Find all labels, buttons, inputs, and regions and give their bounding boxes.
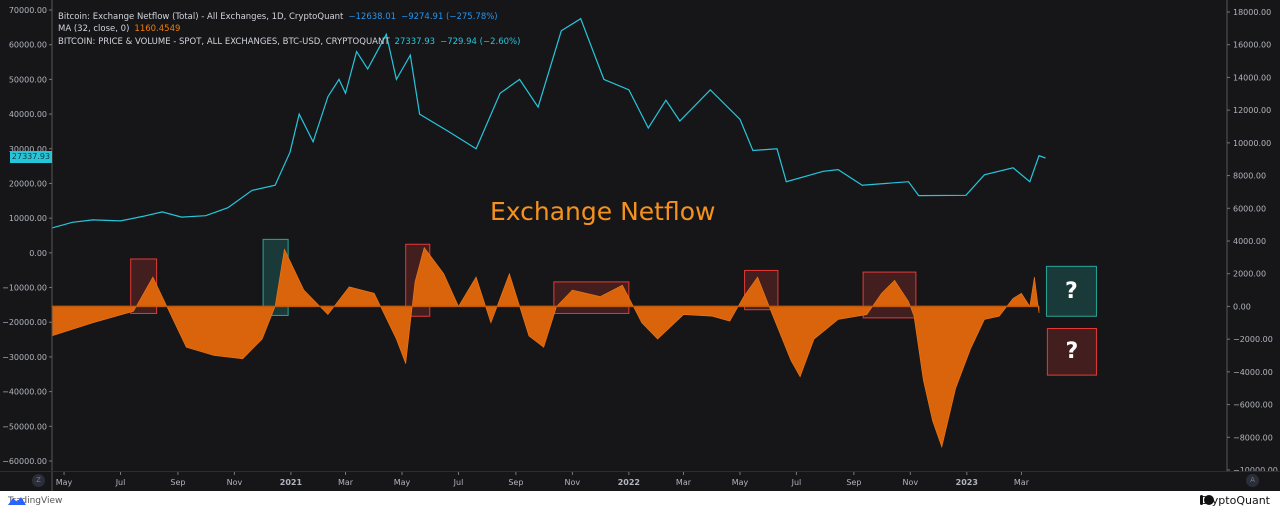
auto-scale-button[interactable]: A xyxy=(1246,474,1259,487)
legend-price-value: 27337.93 xyxy=(394,36,436,47)
x-tick-label: Nov xyxy=(903,478,919,487)
x-tick-label: Jul xyxy=(453,478,464,487)
x-tick-label: 2022 xyxy=(618,478,640,487)
legend-netflow[interactable]: Bitcoin: Exchange Netflow (Total) - All … xyxy=(58,11,525,23)
red-highlight-box[interactable] xyxy=(1046,328,1097,376)
tradingview-brand[interactable]: TradingView xyxy=(8,496,62,506)
right-tick-label: 16000.00 xyxy=(1233,41,1271,50)
left-tick-label: 10000.00 xyxy=(9,214,47,223)
left-tick-label: −10000.00 xyxy=(2,284,47,293)
cryptoquant-label: CryptoQuant xyxy=(1199,494,1270,507)
right-tick-label: 12000.00 xyxy=(1233,106,1271,115)
price-tag: 27337.93 xyxy=(10,151,52,163)
right-tick-label: −6000.00 xyxy=(1233,401,1273,410)
x-tick-label: Mar xyxy=(676,478,692,487)
left-tick-label: 0.00 xyxy=(29,249,47,258)
tradingview-logo-icon xyxy=(8,497,26,505)
tradingview-label: TradingView xyxy=(8,496,63,506)
x-tick-label: Mar xyxy=(338,478,354,487)
legend-price-name: BITCOIN: PRICE & VOLUME - SPOT, ALL EXCH… xyxy=(58,36,390,47)
left-axis: 70000.00 60000.00 50000.00 40000.00 30000.00… xyxy=(2,6,52,466)
x-tick-label: Nov xyxy=(227,478,243,487)
right-tick-label: 10000.00 xyxy=(1233,139,1271,148)
cryptoquant-brand: CryptoQuant xyxy=(1199,494,1270,507)
left-tick-label: 30000.00 xyxy=(9,145,47,154)
legend-ma-value: 1160.4549 xyxy=(134,24,181,35)
legend-netflow-change: −9274.91 (−275.78%) xyxy=(401,12,498,22)
x-tick-label: Jul xyxy=(115,478,126,487)
x-tick-label: Jul xyxy=(791,478,802,487)
left-tick-label: −40000.00 xyxy=(2,388,47,397)
question-mark-up: ? xyxy=(1065,278,1078,304)
right-tick-label: −4000.00 xyxy=(1233,368,1273,377)
x-tick-label: Sep xyxy=(170,478,185,487)
left-tick-label: 20000.00 xyxy=(9,179,47,188)
right-tick-label: 2000.00 xyxy=(1233,270,1266,279)
x-tick-label: Sep xyxy=(846,478,861,487)
left-tick-label: −50000.00 xyxy=(2,422,47,431)
x-tick-label: 2021 xyxy=(280,478,303,487)
legend-ma[interactable]: MA (32, close, 0) 1160.4549 xyxy=(58,23,525,35)
right-tick-label: −10000.00 xyxy=(1233,466,1278,475)
right-tick-label: 0.00 xyxy=(1233,302,1251,311)
x-tick-label: Mar xyxy=(1014,478,1030,487)
right-tick-label: −8000.00 xyxy=(1233,433,1273,442)
left-tick-label: 50000.00 xyxy=(9,75,47,84)
time-axis[interactable]: May Jul Sep Nov 2021 Mar May Jul Sep Nov 2022 Mar Ma… xyxy=(0,471,1280,491)
legend-price-change: −729.94 (−2.60%) xyxy=(440,36,521,47)
legend-netflow-value: −12638.01 xyxy=(348,12,397,22)
right-tick-label: 8000.00 xyxy=(1233,172,1266,181)
zoom-button[interactable]: Z xyxy=(32,474,45,487)
right-tick-label: 14000.00 xyxy=(1233,73,1271,82)
left-tick-label: 40000.00 xyxy=(9,110,47,119)
legend-ma-name: MA (32, close, 0) xyxy=(58,24,130,35)
price-line-series xyxy=(51,17,1046,229)
x-tick-label: May xyxy=(394,478,411,487)
chart-panel[interactable]: 70000.00 60000.00 50000.00 40000.00 30000.00… xyxy=(0,0,1280,491)
time-axis-labels: May Jul Sep Nov 2021 Mar May Jul Sep Nov 2022 Mar Ma… xyxy=(51,472,1030,491)
cryptoquant-logo-icon xyxy=(1199,495,1214,505)
annotation-title: Exchange Netflow xyxy=(490,197,716,226)
x-tick-label: 2023 xyxy=(956,478,978,487)
left-tick-label: −60000.00 xyxy=(2,457,47,466)
legend-netflow-name: Bitcoin: Exchange Netflow (Total) - All … xyxy=(58,12,344,22)
netflow-area-series xyxy=(51,246,1040,449)
right-tick-label: −2000.00 xyxy=(1233,335,1273,344)
left-tick-label: −30000.00 xyxy=(2,353,47,362)
x-tick-label: May xyxy=(56,478,73,487)
legend: Bitcoin: Exchange Netflow (Total) - All … xyxy=(58,11,525,48)
teal-highlight-box[interactable] xyxy=(1045,265,1097,317)
left-tick-label: 60000.00 xyxy=(9,41,47,50)
legend-price[interactable]: BITCOIN: PRICE & VOLUME - SPOT, ALL EXCH… xyxy=(58,36,525,48)
left-tick-label: 70000.00 xyxy=(9,6,47,15)
right-tick-label: 18000.00 xyxy=(1233,8,1271,17)
right-axis: 18000.00 16000.00 14000.00 12000.00 10000.00… xyxy=(1227,8,1278,475)
left-tick-label: −20000.00 xyxy=(2,318,47,327)
question-mark-down: ? xyxy=(1065,339,1079,365)
x-tick-label: Nov xyxy=(565,478,581,487)
x-tick-label: May xyxy=(732,478,749,487)
x-tick-label: Sep xyxy=(508,478,523,487)
right-tick-label: 4000.00 xyxy=(1233,237,1266,246)
chart-canvas[interactable]: 70000.00 60000.00 50000.00 40000.00 30000.00… xyxy=(0,0,1280,490)
right-tick-label: 6000.00 xyxy=(1233,204,1266,213)
